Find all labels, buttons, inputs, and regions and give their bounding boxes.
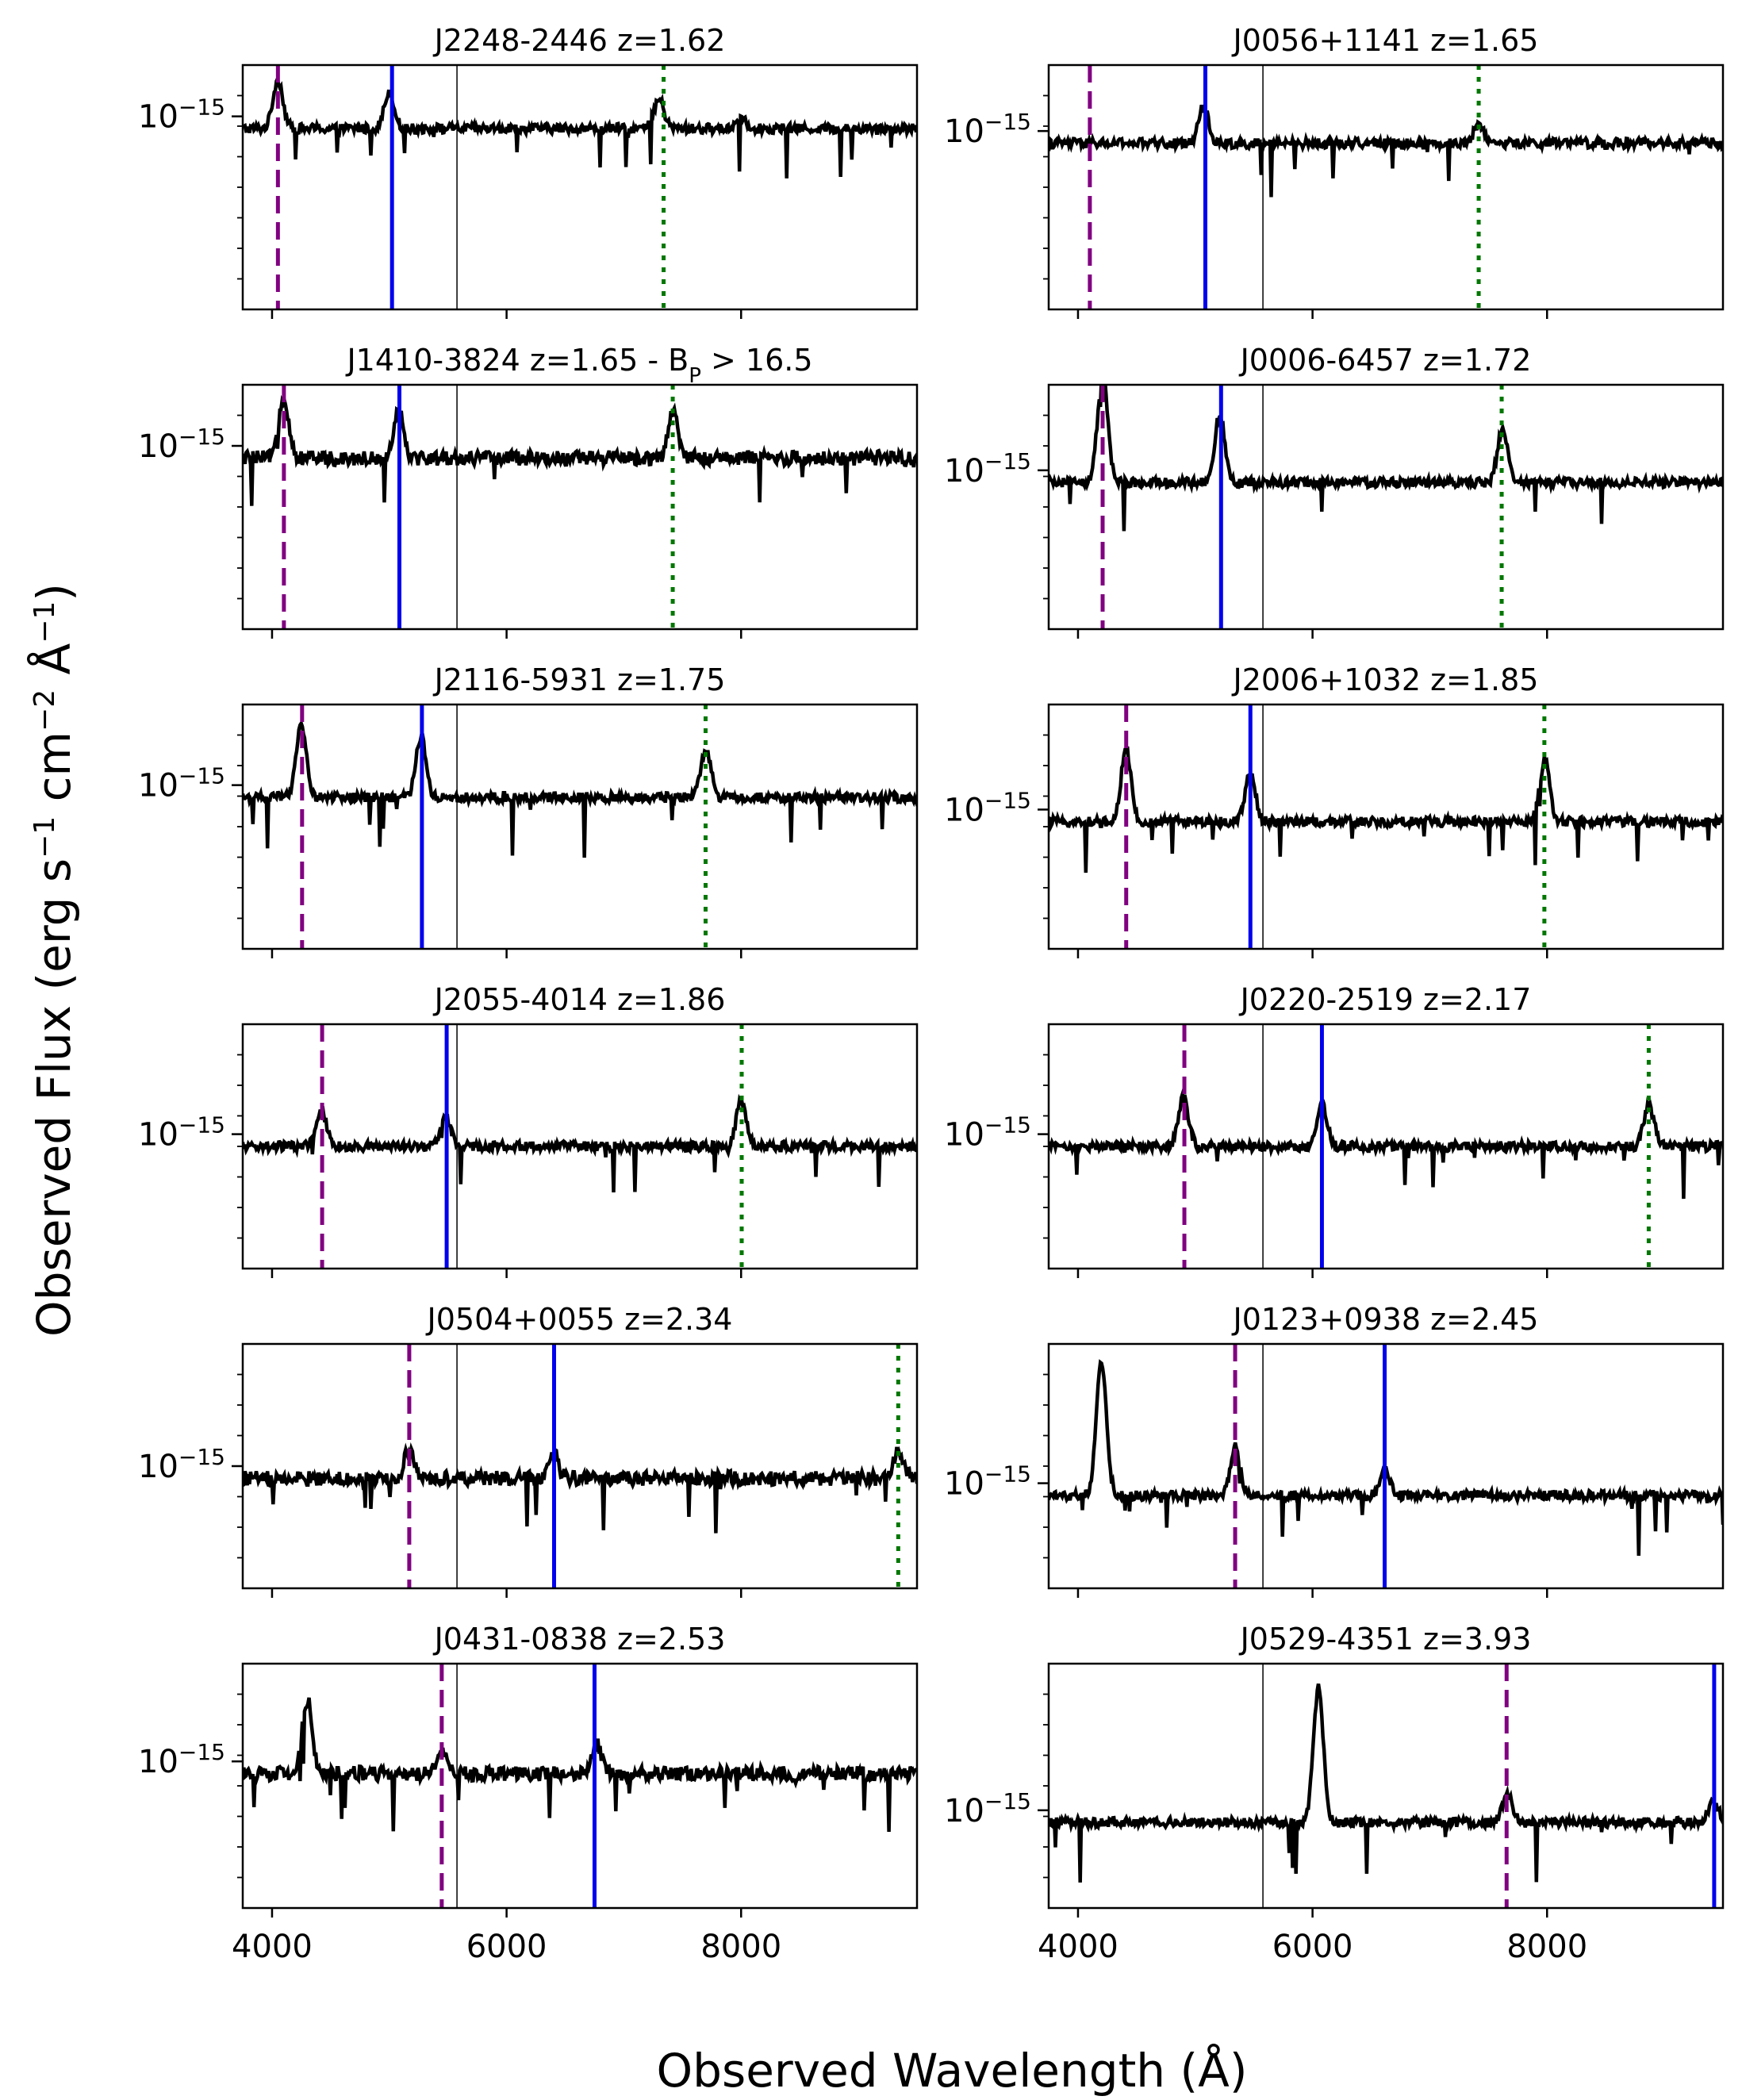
spectrum-line — [243, 393, 917, 506]
spectrum-line — [1049, 385, 1723, 532]
panel-title: J0220-2519 z=2.17 — [1239, 982, 1532, 1017]
panel-title: J2116-5931 z=1.75 — [433, 662, 726, 697]
spectrum-line — [1049, 104, 1723, 198]
spectrum-panel: 10−15 J0504+0055 z=2.34 — [138, 1302, 919, 1598]
y-tick-label: 10−15 — [138, 1444, 225, 1486]
x-tick-label: 4000 — [232, 1929, 313, 1965]
y-tick-label: 10−15 — [944, 1787, 1031, 1829]
y-tick-label: 10−15 — [944, 109, 1031, 151]
y-axis-label: Observed Flux (erg s−1 cm−2 Å−1) — [26, 583, 81, 1337]
spectrum-line — [1049, 1087, 1723, 1200]
y-tick-label: 10−15 — [944, 1461, 1031, 1503]
panels-group: 10−15 J2248-2446 z=1.62 10−15 J0056+1141 z=… — [138, 23, 1725, 1965]
x-tick-label: 6000 — [1272, 1929, 1353, 1965]
spectrum-line — [243, 72, 917, 179]
x-tick-label: 8000 — [1506, 1929, 1587, 1965]
spectrum-panel: 4000 6000 8000 10−15 J0431-0838 z=2.53 — [138, 1622, 919, 1965]
x-axis-label: Observed Wavelength (Å) — [657, 2043, 1248, 2098]
panel-title: J2006+1032 z=1.85 — [1232, 662, 1539, 697]
y-tick-label: 10−15 — [138, 424, 225, 466]
spectrum-line — [1049, 746, 1723, 873]
spectrum-panel: 10−15 J0220-2519 z=2.17 — [944, 982, 1725, 1278]
panel-title: J2248-2446 z=1.62 — [433, 23, 726, 58]
y-tick-label: 10−15 — [944, 1111, 1031, 1154]
panel-title: J0504+0055 z=2.34 — [426, 1302, 733, 1337]
y-tick-label: 10−15 — [138, 94, 225, 136]
spectrum-line — [1049, 1683, 1723, 1883]
spectrum-panel: 10−15 J0006-6457 z=1.72 — [944, 343, 1725, 639]
spectrum-panel: 10−15 J2055-4014 z=1.86 — [138, 982, 919, 1278]
spectrum-panel: 10−15 J2006+1032 z=1.85 — [944, 662, 1725, 958]
spectrum-line — [243, 1093, 917, 1193]
panel-title: J2055-4014 z=1.86 — [433, 982, 726, 1017]
spectrum-panel: 10−15 J0123+0938 z=2.45 — [944, 1302, 1725, 1598]
spectrum-line — [243, 719, 917, 858]
spectrum-panel: 10−15 J2116-5931 z=1.75 — [138, 662, 919, 958]
spectrum-panel: 4000 6000 8000 10−15 J0529-4351 z=3.93 — [944, 1622, 1725, 1965]
y-tick-label: 10−15 — [944, 447, 1031, 489]
x-tick-label: 4000 — [1038, 1929, 1118, 1965]
panel-title: J0056+1141 z=1.65 — [1232, 23, 1539, 58]
spectrum-panel: 10−15 J1410-3824 z=1.65 - BP > 16.5 — [138, 343, 919, 639]
panel-title: J0529-4351 z=3.93 — [1239, 1622, 1532, 1657]
y-tick-label: 10−15 — [138, 762, 225, 804]
panel-title: J0006-6457 z=1.72 — [1239, 343, 1532, 378]
x-tick-label: 6000 — [466, 1929, 547, 1965]
panel-title: J0123+0938 z=2.45 — [1232, 1302, 1539, 1337]
spectrum-line — [243, 1442, 917, 1534]
spectrum-panel: 10−15 J0056+1141 z=1.65 — [944, 23, 1725, 319]
spectrum-line — [243, 1697, 917, 1833]
y-tick-label: 10−15 — [138, 1739, 225, 1781]
panel-title: J1410-3824 z=1.65 - BP > 16.5 — [345, 343, 812, 388]
x-tick-label: 8000 — [700, 1929, 781, 1965]
panel-title: J0431-0838 z=2.53 — [433, 1622, 726, 1657]
spectrum-panel: 10−15 J2248-2446 z=1.62 — [138, 23, 919, 319]
y-tick-label: 10−15 — [138, 1111, 225, 1154]
y-tick-label: 10−15 — [944, 787, 1031, 829]
